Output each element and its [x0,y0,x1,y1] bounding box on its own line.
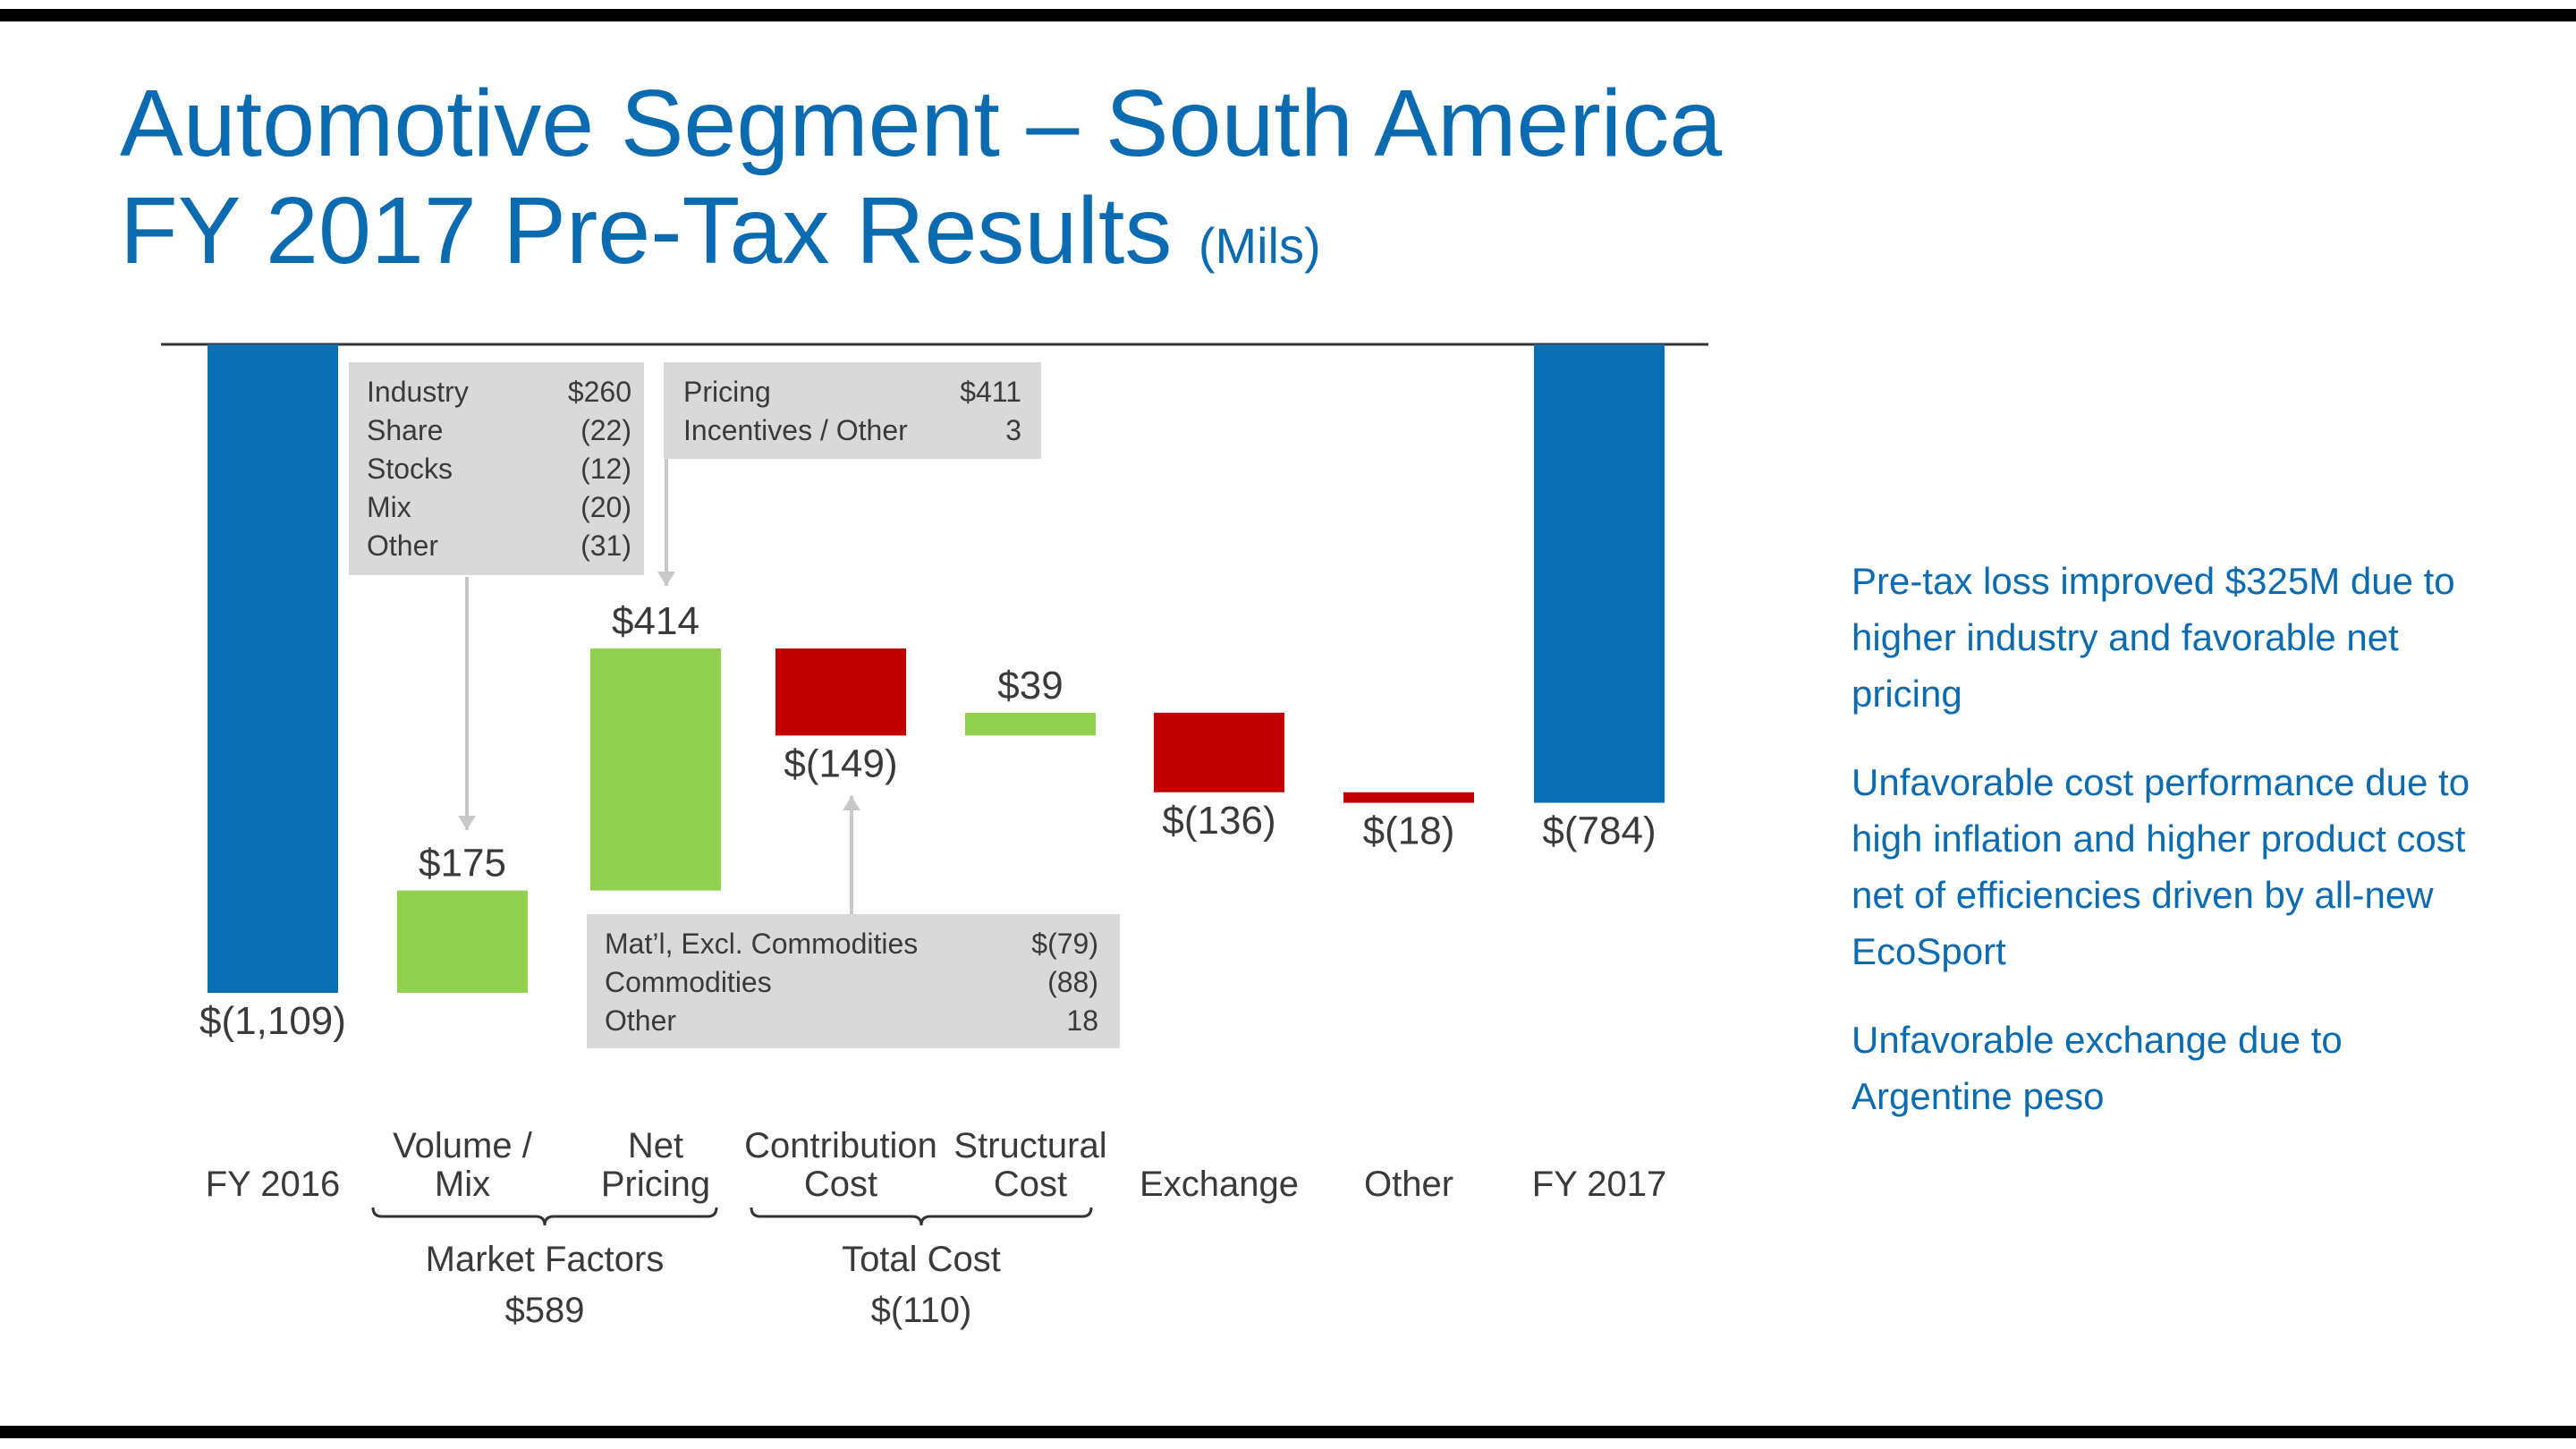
bar-6 [1154,712,1284,792]
group-value-2: $(110) [871,1291,972,1330]
category-label-2: Volume / [393,1126,533,1165]
top-rule [0,9,2576,21]
market-callout-row-value: (31) [580,530,631,562]
arrow-market-head [458,816,476,830]
bar-4 [775,648,906,736]
cost-callout-row-label: Other [605,1004,677,1037]
category-label-4: Cost [804,1165,877,1204]
bar-1 [208,344,338,993]
market-callout-row-value: (20) [580,491,631,523]
pricing-callout-row-value: 3 [1005,414,1021,446]
pricing-callout-row-label: Incentives / Other [683,414,908,446]
category-label-4: Contribution [744,1126,937,1165]
callout-net-pricing: Pricing $411 Incentives / Other 3 [664,362,1041,459]
bar-3 [590,648,721,891]
category-label-5: Cost [994,1165,1067,1204]
bar-7 [1343,792,1474,803]
value-label-1: $(1,109) [199,999,346,1043]
cost-callout-row: Commodities (88) [605,963,1098,1002]
arrow-cost-head [843,796,860,810]
group-brace-2 [750,1207,1093,1226]
bullet-2: Unfavorable cost performance due to high… [1852,761,2470,972]
page-title-text: FY 2017 Pre-Tax Results [120,178,1173,284]
key-points: Pre-tax loss improved $325M due to highe… [1852,553,2496,1157]
cost-callout-row: Other 18 [605,1002,1098,1040]
page-title-line2: FY 2017 Pre-Tax Results (Mils) [120,177,1321,300]
value-label-8: $(784) [1542,809,1656,853]
cost-callout-row: Mat’l, Excl. Commodities $(79) [605,925,1098,963]
cost-callout-row-value: 18 [1066,1004,1098,1037]
value-label-5: $39 [997,664,1063,708]
market-callout-row: Other (31) [367,527,631,565]
cost-callout-row-value: $(79) [1031,928,1098,960]
value-label-6: $(136) [1162,799,1275,843]
category-label-1: FY 2016 [206,1165,341,1204]
group-value-1: $589 [505,1291,585,1330]
bar-8 [1534,344,1665,803]
value-label-7: $(18) [1363,809,1455,853]
value-label-3: $414 [612,599,699,643]
market-callout-row-value: $260 [567,376,631,408]
category-label-7: Other [1364,1165,1453,1204]
cost-callout-row-value: (88) [1047,966,1098,998]
market-callout-row: Share (22) [367,411,631,450]
group-brace-1 [371,1207,718,1226]
market-callout-row: Industry $260 [367,373,631,411]
page-title-line1: Automotive Segment – South America [120,71,1723,176]
group-label-1: Market Factors [426,1240,665,1279]
bullet-3: Unfavorable exchange due to Argentine pe… [1852,1019,2343,1117]
category-label-5: Structural [953,1126,1106,1165]
callout-total-cost: Mat’l, Excl. Commodities $(79) Commodities… [587,914,1120,1048]
cost-callout-row-label: Mat’l, Excl. Commodities [605,928,919,960]
category-label-3: Pricing [601,1165,710,1204]
market-callout-row-label: Industry [367,376,469,408]
pricing-callout-row-value: $411 [960,376,1021,408]
category-label-8: FY 2017 [1532,1165,1667,1204]
group-label-2: Total Cost [842,1240,1001,1279]
callout-market-factors: Industry $260 Share (22) Stocks (12) Mix (20) Ot… [349,362,644,575]
bottom-rule [0,1426,2576,1438]
market-callout-row-label: Other [367,530,439,562]
market-callout-row-value: (22) [580,414,631,446]
market-callout-row-label: Stocks [367,453,453,485]
category-label-3: Net [628,1126,683,1165]
pricing-callout-row: Incentives / Other 3 [683,411,1021,450]
category-label-6: Exchange [1140,1165,1299,1204]
pricing-callout-row-label: Pricing [683,376,771,408]
market-callout-row: Mix (20) [367,488,631,527]
bar-5 [965,712,1096,736]
value-label-2: $175 [419,842,506,886]
pricing-callout-row: Pricing $411 [683,373,1021,411]
category-label-2: Mix [435,1165,490,1204]
value-label-4: $(149) [784,741,897,785]
market-callout-row-value: (12) [580,453,631,485]
bar-2 [397,890,528,993]
cost-callout-row-label: Commodities [605,966,772,998]
arrow-pricing-head [657,572,675,586]
page-title-units: (Mils) [1198,217,1321,274]
market-callout-row-label: Share [367,414,444,446]
market-callout-row: Stocks (12) [367,450,631,488]
bullet-1: Pre-tax loss improved $325M due to highe… [1852,560,2455,715]
market-callout-row-label: Mix [367,491,411,523]
